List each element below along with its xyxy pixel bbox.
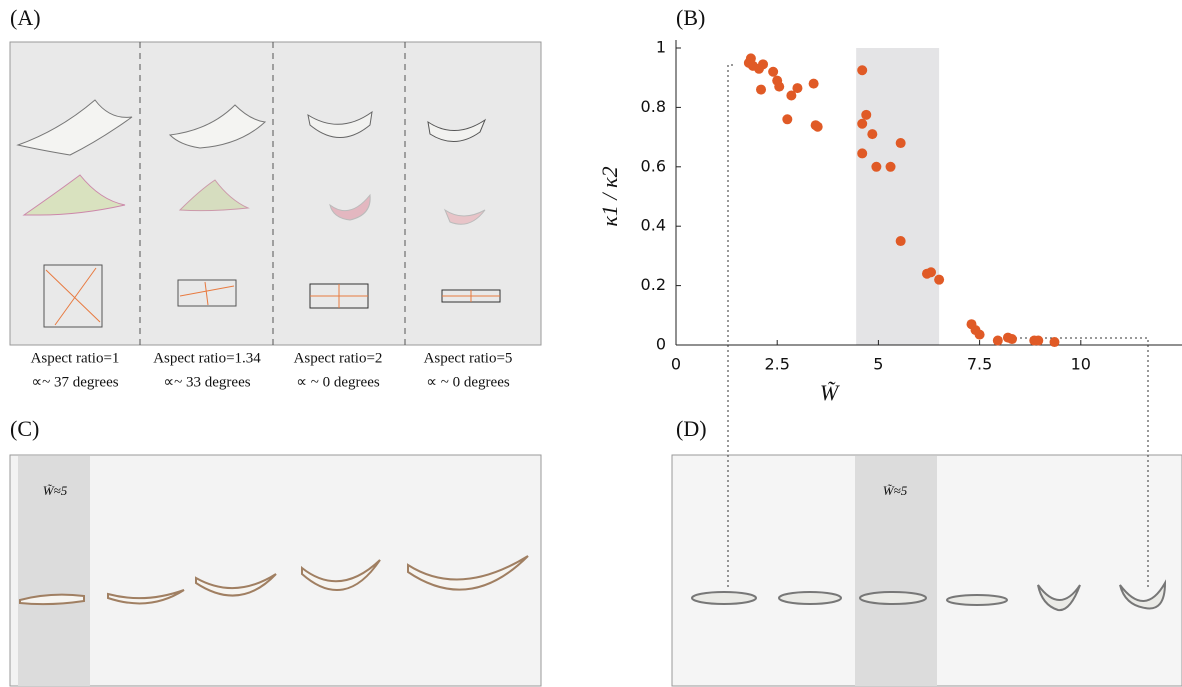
x-tick-label: 7.5 <box>967 355 992 374</box>
y-tick-label: 0 <box>656 335 666 354</box>
point <box>1049 337 1059 347</box>
x-tick-label: 5 <box>873 355 883 374</box>
y-tick-label: 1 <box>656 38 666 57</box>
caption: ∝ ~ 0 degrees <box>296 374 380 390</box>
point <box>871 162 881 172</box>
point <box>756 85 766 95</box>
point <box>934 275 944 285</box>
caption: Aspect ratio=5 <box>424 350 513 366</box>
caption: Aspect ratio=1 <box>31 350 120 366</box>
point <box>813 122 823 132</box>
point <box>896 138 906 148</box>
panel-label: (C) <box>10 416 39 441</box>
y-tick-label: 0.6 <box>641 156 666 175</box>
caption: ∝ ~ 0 degrees <box>426 374 510 390</box>
point <box>774 82 784 92</box>
point <box>1007 334 1017 344</box>
point <box>886 162 896 172</box>
point <box>975 330 985 340</box>
point <box>768 67 778 77</box>
point <box>857 65 867 75</box>
point <box>867 129 877 139</box>
point <box>782 114 792 124</box>
y-tick-label: 0.2 <box>641 275 666 294</box>
shaded-band <box>856 48 939 345</box>
inset-label: W̃≈5 <box>883 483 908 498</box>
caption: Aspect ratio=2 <box>294 350 383 366</box>
point <box>792 83 802 93</box>
panel-label: (B) <box>676 5 705 30</box>
x-tick-label: 10 <box>1071 355 1091 374</box>
figure: (A) Aspect ratio=1 ∝~ 37 degrees Aspect … <box>0 0 1182 687</box>
point <box>857 119 867 129</box>
y-tick-label: 0.4 <box>641 216 666 235</box>
point <box>993 336 1003 346</box>
x-tick-label: 0 <box>671 355 681 374</box>
x-tick-label: 2.5 <box>764 355 789 374</box>
point <box>758 59 768 69</box>
point <box>857 148 867 158</box>
point <box>926 267 936 277</box>
caption: ∝~ 37 degrees <box>31 374 118 390</box>
point <box>1033 336 1043 346</box>
panel-label: (A) <box>10 5 41 30</box>
point <box>896 236 906 246</box>
x-axis-label: W̃ <box>820 380 840 405</box>
caption: Aspect ratio=1.34 <box>153 350 261 366</box>
y-tick-label: 0.8 <box>641 97 666 116</box>
caption: ∝~ 33 degrees <box>163 374 250 390</box>
point <box>861 110 871 120</box>
y-axis-label: κ1 / κ2 <box>597 166 622 226</box>
point <box>809 79 819 89</box>
inset-label: W̃≈5 <box>43 483 68 498</box>
panel-label: (D) <box>676 416 707 441</box>
